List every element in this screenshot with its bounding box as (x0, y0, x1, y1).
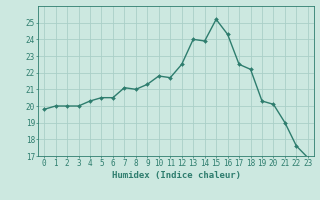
X-axis label: Humidex (Indice chaleur): Humidex (Indice chaleur) (111, 171, 241, 180)
